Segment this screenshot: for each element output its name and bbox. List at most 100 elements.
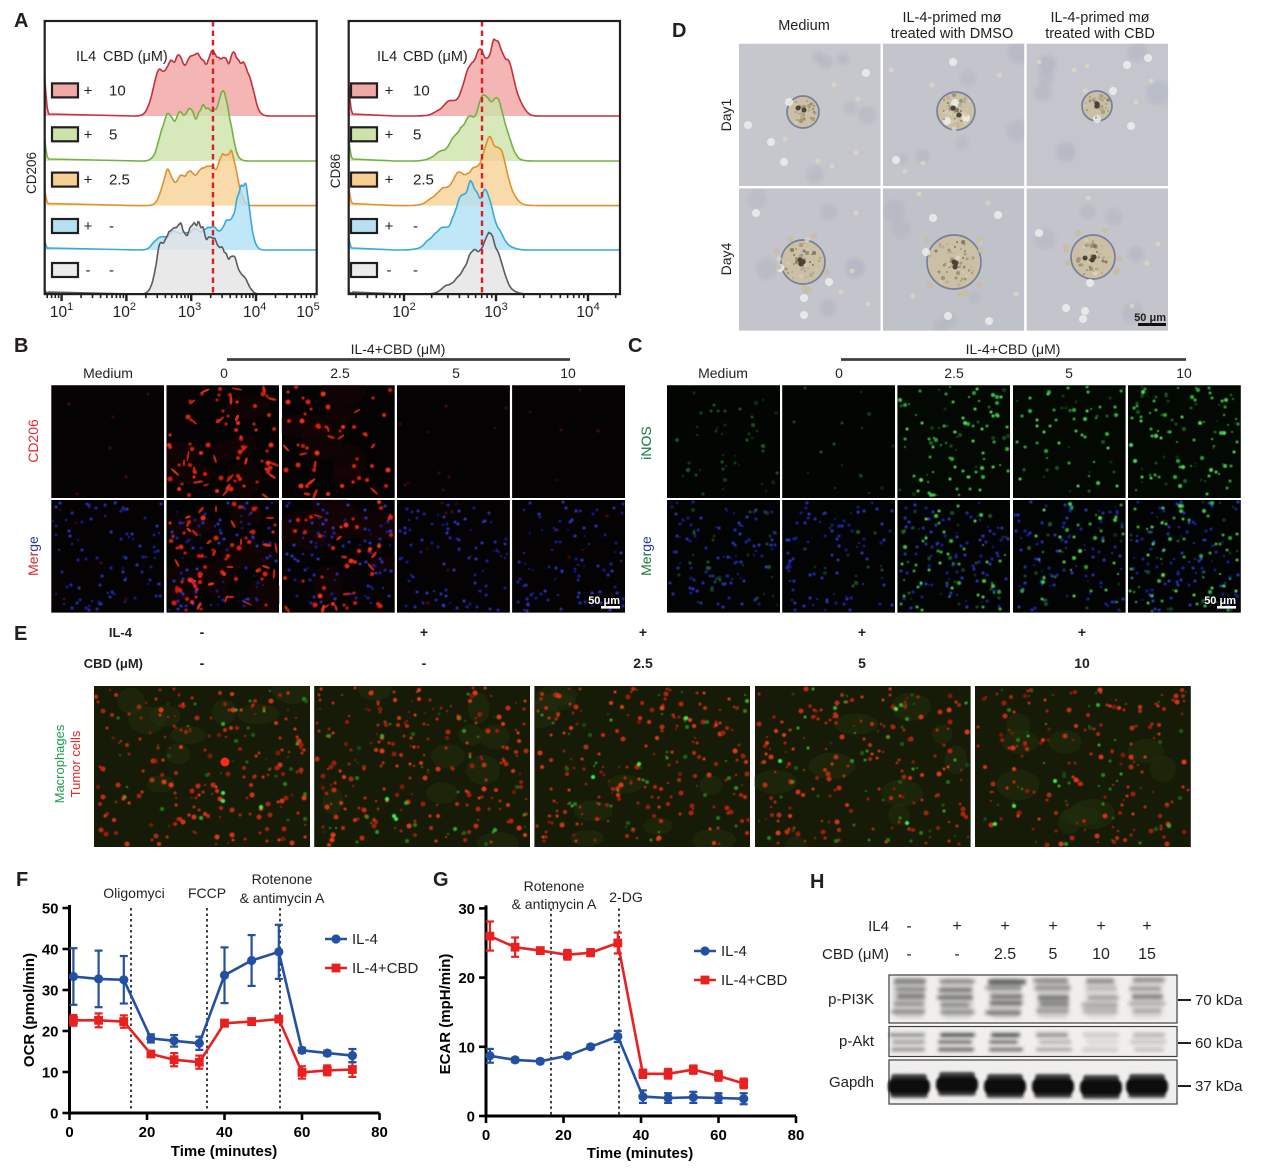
svg-text:20: 20 (555, 1127, 572, 1144)
svg-text:E: E (14, 623, 27, 645)
svg-text:60: 60 (710, 1127, 727, 1144)
svg-text:+: + (1142, 918, 1151, 935)
svg-text:IL-4: IL-4 (109, 625, 133, 640)
svg-text:-: - (413, 218, 418, 235)
svg-text:10: 10 (560, 365, 576, 381)
svg-text:5: 5 (1049, 946, 1058, 963)
svg-text:-: - (422, 655, 427, 671)
svg-text:15: 15 (1138, 946, 1156, 963)
svg-text:+: + (84, 82, 93, 99)
svg-text:0: 0 (220, 365, 228, 381)
svg-text:+: + (639, 624, 647, 640)
svg-text:2.5: 2.5 (109, 172, 130, 189)
svg-text:+: + (385, 82, 394, 99)
svg-text:10: 10 (458, 1039, 475, 1056)
svg-text:-: - (200, 624, 205, 640)
svg-text:30: 30 (458, 901, 475, 918)
svg-text:-: - (387, 262, 392, 279)
svg-text:-: - (906, 946, 911, 963)
svg-text:70 kDa: 70 kDa (1195, 992, 1243, 1009)
svg-text:50 μm: 50 μm (588, 595, 620, 607)
svg-text:Medium: Medium (698, 365, 748, 381)
svg-text:-: - (413, 262, 418, 279)
svg-text:IL4: IL4 (76, 49, 96, 65)
svg-text:CBD (μM): CBD (μM) (822, 946, 889, 963)
svg-text:10: 10 (1074, 655, 1090, 671)
svg-text:+: + (952, 918, 961, 935)
svg-text:+: + (385, 126, 394, 143)
svg-text:OCR (pmol/min): OCR (pmol/min) (21, 953, 38, 1067)
svg-text:Day4: Day4 (718, 242, 734, 275)
svg-text:+: + (84, 218, 93, 235)
svg-text:iNOS: iNOS (638, 426, 654, 459)
svg-text:+: + (84, 126, 93, 143)
svg-text:50 μm: 50 μm (1204, 595, 1236, 607)
svg-text:-: - (954, 946, 959, 963)
svg-text:F: F (16, 869, 28, 891)
svg-text:5: 5 (413, 126, 421, 143)
svg-text:p-Akt: p-Akt (839, 1033, 875, 1050)
svg-text:20: 20 (42, 1024, 59, 1041)
svg-text:treated with DMSO: treated with DMSO (891, 26, 1014, 42)
svg-text:5: 5 (1065, 365, 1073, 381)
svg-text:+: + (84, 172, 93, 189)
svg-text:2.5: 2.5 (330, 365, 350, 381)
svg-text:H: H (810, 871, 824, 893)
svg-text:40: 40 (633, 1127, 650, 1144)
svg-text:Tumor cells: Tumor cells (68, 730, 83, 797)
svg-text:2.5: 2.5 (994, 946, 1016, 963)
svg-text:IL-4+CBD (μM): IL-4+CBD (μM) (966, 341, 1061, 357)
svg-text:20: 20 (458, 970, 475, 987)
svg-text:D: D (672, 20, 686, 42)
svg-text:IL4: IL4 (868, 918, 889, 935)
svg-text:2.5: 2.5 (944, 365, 964, 381)
svg-text:5: 5 (452, 365, 460, 381)
svg-text:60 kDa: 60 kDa (1195, 1035, 1243, 1052)
svg-text:10: 10 (1176, 365, 1192, 381)
svg-text:0: 0 (467, 1109, 475, 1126)
svg-text:-: - (109, 262, 114, 279)
svg-text:IL-4+CBD: IL-4+CBD (721, 972, 787, 989)
svg-text:Medium: Medium (83, 365, 133, 381)
svg-text:10: 10 (109, 82, 126, 99)
svg-text:40: 40 (42, 942, 59, 959)
svg-text:Merge: Merge (25, 536, 41, 576)
svg-text:-: - (200, 655, 205, 671)
svg-text:IL-4: IL-4 (352, 931, 378, 948)
svg-text:CD206: CD206 (25, 419, 41, 463)
svg-text:IL-4-primed mø: IL-4-primed mø (902, 10, 1001, 26)
svg-text:+: + (1078, 624, 1086, 640)
svg-text:p-PI3K: p-PI3K (828, 991, 874, 1008)
svg-text:& antimycin A: & antimycin A (240, 890, 325, 906)
svg-text:C: C (628, 335, 642, 357)
svg-text:+: + (1000, 918, 1009, 935)
svg-text:CBD (μM): CBD (μM) (403, 49, 468, 65)
svg-text:Rotenone: Rotenone (524, 878, 585, 894)
svg-text:+: + (420, 624, 428, 640)
svg-text:50: 50 (42, 901, 59, 918)
svg-text:A: A (14, 10, 28, 32)
svg-text:5: 5 (858, 655, 866, 671)
svg-text:-: - (86, 262, 91, 279)
svg-text:Gapdh: Gapdh (829, 1074, 874, 1091)
svg-text:FCCP: FCCP (188, 885, 226, 901)
svg-text:40: 40 (216, 1124, 233, 1141)
svg-text:30: 30 (42, 983, 59, 1000)
svg-text:Medium: Medium (778, 18, 830, 34)
svg-text:CBD (μM): CBD (μM) (84, 656, 143, 671)
svg-text:CD206: CD206 (24, 152, 39, 194)
svg-text:10: 10 (413, 82, 430, 99)
svg-text:+: + (858, 624, 866, 640)
svg-text:IL-4: IL-4 (721, 943, 747, 960)
svg-text:+: + (385, 218, 394, 235)
svg-text:& antimycin A: & antimycin A (512, 896, 597, 912)
svg-text:50 μm: 50 μm (1134, 312, 1166, 324)
svg-text:0: 0 (65, 1124, 73, 1141)
svg-text:0: 0 (835, 365, 843, 381)
svg-text:ECAR (mpH/min): ECAR (mpH/min) (437, 954, 454, 1075)
svg-text:0: 0 (482, 1127, 490, 1144)
svg-text:-: - (109, 218, 114, 235)
svg-text:treated with CBD: treated with CBD (1045, 26, 1155, 42)
svg-text:IL-4-primed mø: IL-4-primed mø (1050, 10, 1149, 26)
svg-text:IL-4+CBD (μM): IL-4+CBD (μM) (351, 341, 446, 357)
